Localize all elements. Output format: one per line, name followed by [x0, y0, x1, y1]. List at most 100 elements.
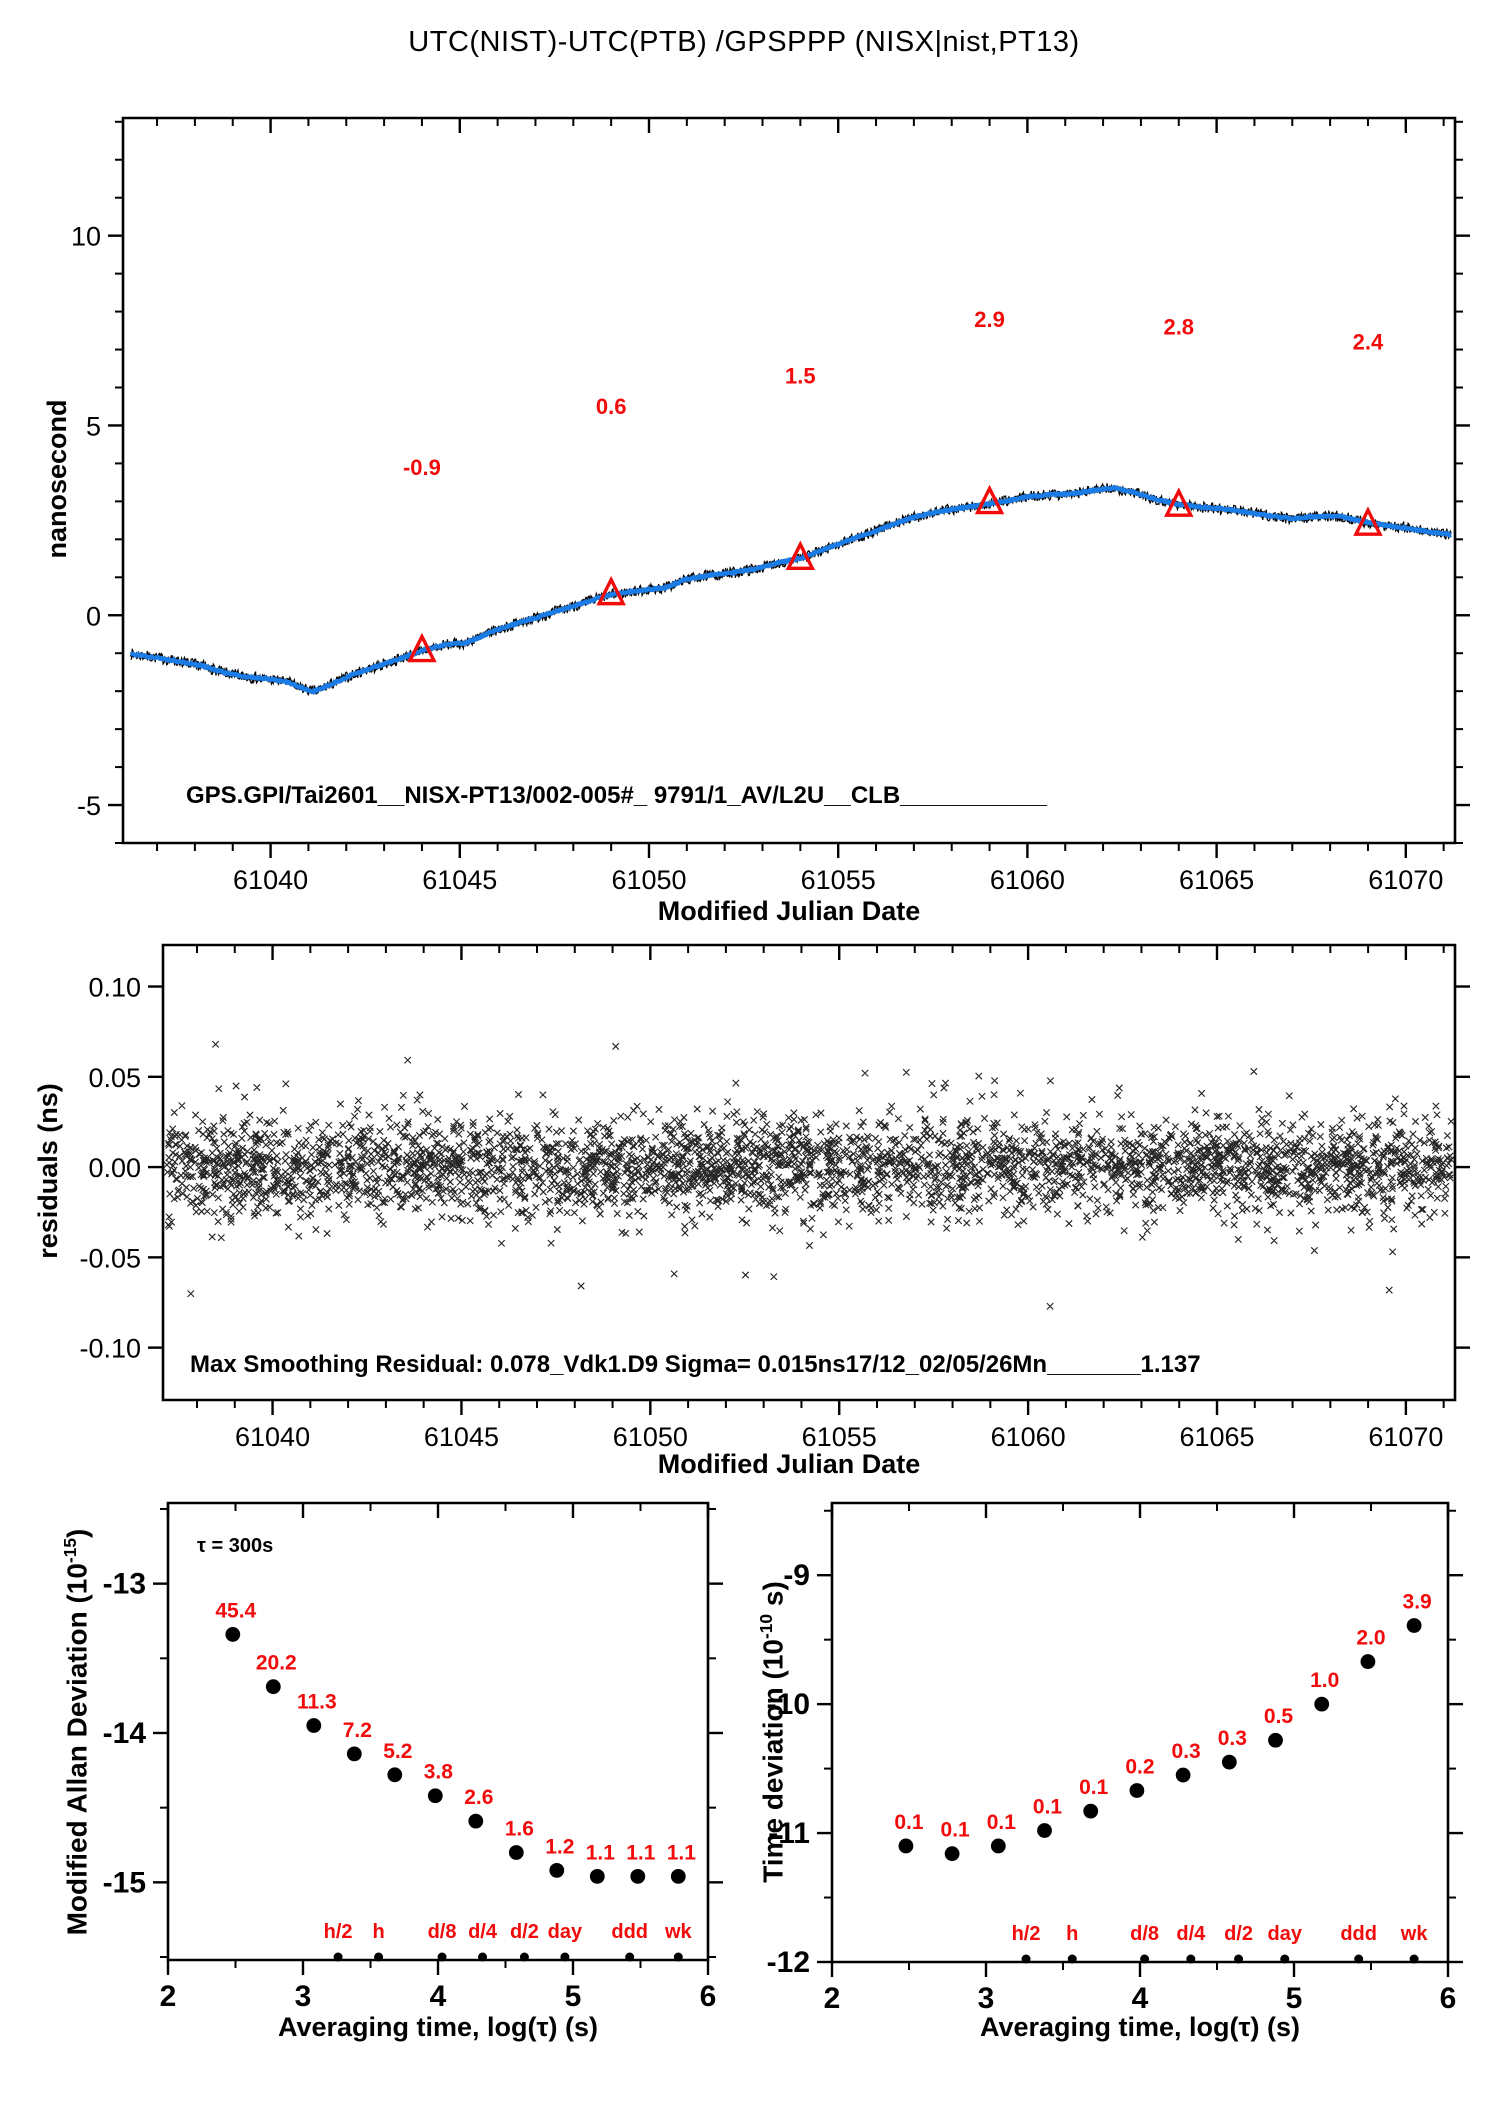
tau-mark-dot: [374, 1952, 384, 1962]
tdev-x-tick-label: 5: [1286, 1982, 1303, 2015]
calibration-triangle-marker: [1164, 487, 1194, 517]
tdev-point: [1129, 1783, 1145, 1798]
tau-mark-label: wk: [1400, 1923, 1429, 1945]
mdev-value-label: 45.4: [215, 1599, 256, 1622]
mdev-value-label: 5.2: [383, 1740, 412, 1763]
page-title: UTC(NIST)-UTC(PTB) /GPSPPP (NISX|nist,PT…: [408, 26, 1080, 58]
tdev-value-label: 0.3: [1218, 1727, 1247, 1750]
residual-scatter: [163, 1040, 1455, 1310]
tdev-point: [1037, 1823, 1052, 1838]
tau-mark-dot: [625, 1952, 635, 1962]
mdev-point: [630, 1868, 646, 1884]
tdev-point: [1175, 1767, 1191, 1783]
tdev-y-label-suffix: s): [757, 1581, 789, 1614]
mdev-point: [670, 1868, 686, 1884]
tau-mark-dot: [519, 1952, 529, 1962]
tdev-point: [990, 1838, 1006, 1854]
phase-annotation: GPS.GPI/Tai2601__NISX-PT13/002-005#_ 979…: [186, 782, 1047, 809]
tdev-y-axis-label: Time deviation (10-10 s): [748, 1412, 788, 2052]
phase-value-label: 1.5: [785, 364, 816, 389]
tdev-y-label-exponent: -10: [756, 1613, 776, 1639]
phase-panel: 61040 61045 61050 61055 61060 61065 61070 -5 0 5 1…: [71, 116, 1470, 895]
tdev-value-label: 0.1: [1033, 1795, 1063, 1818]
tau-mark-label: h: [372, 1921, 384, 1943]
tau-mark-dot: [673, 1952, 683, 1962]
mdev-y-tick-label: -14: [103, 1717, 147, 1750]
phase-value-label: 0.6: [596, 394, 627, 419]
phase-y-tick-label: 0: [86, 601, 101, 631]
residuals-x-tick-label: 61045: [424, 1422, 499, 1452]
residuals-x-axis-label: Modified Julian Date: [657, 1449, 921, 1479]
tau-mark-label: d/2: [510, 1921, 539, 1943]
tdev-point: [1221, 1754, 1237, 1770]
tau-mark-dot: [333, 1952, 343, 1962]
phase-y-tick-label: 10: [71, 222, 101, 252]
mdev-point: [306, 1718, 322, 1733]
tau-mark-dot: [1234, 1954, 1244, 1964]
mdev-y-tick-label: -13: [103, 1568, 146, 1601]
tau-mark-label: wk: [664, 1921, 693, 1943]
mdev-value-label: 1.2: [545, 1835, 574, 1858]
phase-markers: -0.9 0.6 1.5 2.9 2.8 2.4: [403, 307, 1384, 663]
residuals-x-tick-label: 61055: [802, 1422, 877, 1452]
tdev-value-label: 2.0: [1356, 1627, 1385, 1650]
mdev-points: 45.4 20.211.3 7.2 5.2 3.8 2.6 1.6 1.2 1.1 1.1 1.1: [215, 1599, 697, 1884]
tdev-point: [1314, 1696, 1330, 1712]
phase-y-tick-label: 5: [86, 411, 101, 441]
mdev-y-tick-label: -15: [103, 1866, 146, 1899]
residuals-panel: 61040 61045 61050 61055 61060 61065 61070 0.10 0…: [79, 943, 1470, 1452]
phase-y-tick-label: -5: [77, 791, 101, 821]
mdev-value-label: 1.1: [667, 1841, 697, 1864]
calibration-triangle-marker: [974, 484, 1005, 515]
tdev-value-label: 0.5: [1264, 1705, 1294, 1728]
mdev-value-label: 2.6: [464, 1786, 493, 1809]
residuals-x-tick-label: 61060: [991, 1422, 1066, 1452]
tau-mark-label: d/4: [1176, 1923, 1206, 1945]
mdev-point: [387, 1767, 403, 1783]
tdev-point: [1360, 1654, 1376, 1669]
tdev-tau-marks: h/2 h d/8 d/4 d/2 day ddd wk: [1012, 1923, 1429, 1964]
tdev-x-tick-label: 3: [978, 1982, 995, 2015]
mdev-point: [589, 1868, 605, 1884]
tau-mark-label: ddd: [1340, 1923, 1377, 1945]
tau-mark-dot: [1067, 1954, 1077, 1964]
phase-x-tick-label: 61070: [1368, 865, 1443, 895]
tdev-point: [944, 1846, 960, 1862]
mdev-x-tick-label: 6: [700, 1980, 717, 2013]
tau-mark-label: d/4: [468, 1921, 498, 1943]
tau-mark-dot: [1021, 1954, 1031, 1964]
tdev-value-label: 0.1: [987, 1811, 1017, 1834]
tau-mark-dot: [1354, 1954, 1364, 1964]
tau-mark-dot: [1140, 1954, 1150, 1964]
residuals-x-tick-label: 61065: [1179, 1422, 1254, 1452]
mdev-y-axis-label: Modified Allan Deviation (10-15): [52, 1412, 92, 2052]
tdev-value-label: 1.0: [1310, 1669, 1339, 1692]
mdev-point: [265, 1679, 281, 1695]
tdev-value-label: 3.9: [1403, 1590, 1432, 1613]
mdev-y-label-suffix: ): [61, 1528, 93, 1538]
mdev-point: [549, 1862, 565, 1878]
tdev-value-label: 0.3: [1172, 1740, 1201, 1763]
mdev-value-label: 20.2: [256, 1652, 297, 1675]
mdev-point: [427, 1788, 443, 1804]
residuals-y-tick-label: 0.00: [88, 1153, 141, 1183]
phase-curve: [129, 485, 1453, 695]
tau-mark-label: h: [1066, 1923, 1078, 1945]
phase-value-label: 2.9: [974, 307, 1005, 332]
tdev-y-tick-label: -9: [783, 1559, 810, 1592]
calibration-triangle-marker: [785, 540, 816, 571]
tdev-value-label: 0.1: [941, 1819, 971, 1842]
residuals-x-tick-label: 61070: [1368, 1422, 1443, 1452]
tdev-x-axis-label: Averaging time, log(τ) (s): [979, 2012, 1301, 2042]
phase-x-tick-label: 61065: [1179, 865, 1254, 895]
tdev-point: [1083, 1803, 1099, 1819]
mdev-point: [346, 1746, 362, 1762]
tau-mark-label: d/2: [1224, 1923, 1253, 1945]
tau-mark-dot: [560, 1952, 570, 1962]
phase-value-label: -0.9: [403, 455, 441, 480]
tau-mark-label: h/2: [1012, 1923, 1041, 1945]
tau-mark-dot: [1409, 1954, 1419, 1964]
mdev-x-axis-label: Averaging time, log(τ) (s): [277, 2012, 599, 2042]
